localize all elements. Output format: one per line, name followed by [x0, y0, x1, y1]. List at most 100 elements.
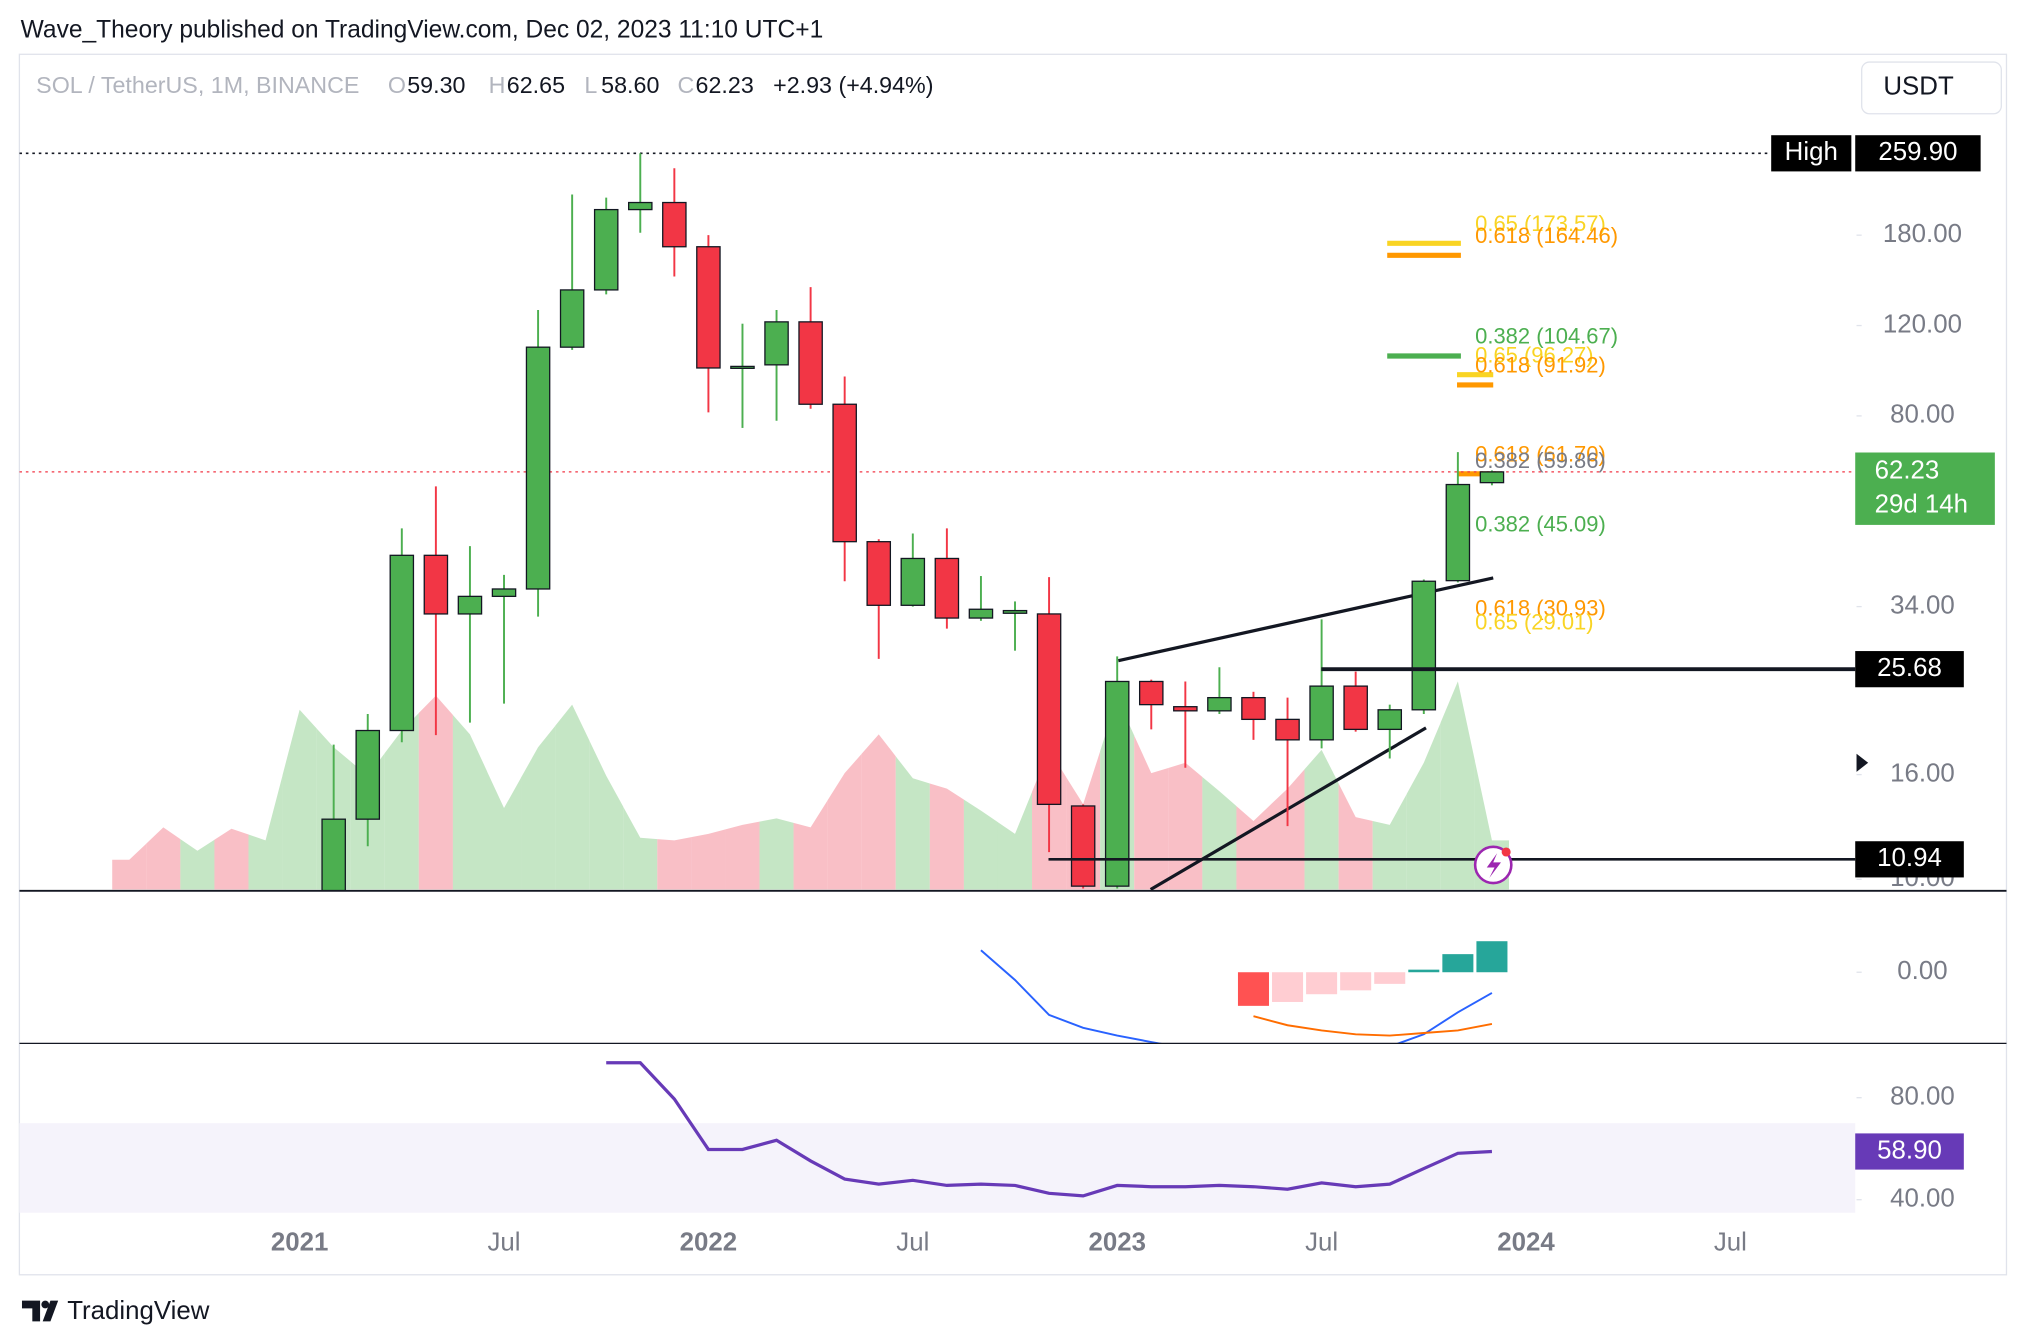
fib-label: 0.618 (30.93) — [1475, 595, 1606, 620]
volume-area — [555, 704, 590, 890]
trendline — [1117, 576, 1494, 663]
candle-body — [593, 208, 619, 291]
volume-area — [827, 753, 862, 890]
candle-body — [798, 321, 823, 405]
chart-frame — [18, 53, 2008, 1276]
legend-change: +2.93 (+4.94%) — [773, 72, 933, 98]
volume-area — [1338, 783, 1373, 890]
price-label: 25.68 — [1877, 654, 1942, 682]
fib-label: 0.382 (59.86) — [1475, 448, 1606, 473]
volume-area — [248, 775, 283, 890]
volume-area — [1236, 804, 1271, 890]
candle-body — [1343, 685, 1368, 731]
candle-body — [662, 201, 687, 248]
currency[interactable]: USDT — [1883, 73, 1954, 101]
candle-body — [1411, 580, 1437, 711]
candle-body — [1275, 718, 1300, 741]
fib-label: 0.65 (29.01) — [1475, 610, 1593, 635]
volume-area — [180, 839, 215, 890]
x-tick-label: 2024 — [1497, 1229, 1555, 1257]
candle-body — [491, 588, 517, 598]
rsi-label-box — [1855, 1133, 1964, 1170]
macd-histogram-bar — [1374, 972, 1406, 984]
symbol: SOL / TetherUS, 1M, BINANCE — [36, 72, 359, 98]
candle-body — [832, 403, 857, 543]
volume-area — [521, 725, 556, 890]
candle-body — [1104, 680, 1130, 887]
event-dot — [1501, 847, 1511, 857]
price-label: 259.90 — [1878, 138, 1957, 166]
volume-area — [691, 829, 726, 890]
legend: SOL / TetherUS, 1M, BINANCE O 59.30 H 62.65… — [36, 72, 933, 98]
legend-value: 62.23 — [696, 72, 754, 98]
volume-area — [112, 843, 147, 890]
volume-area — [282, 709, 317, 890]
price-label-box — [1855, 135, 1981, 172]
candle-body — [934, 557, 960, 619]
x-tick-label: Jul — [1305, 1229, 1338, 1257]
fib-label: 0.382 (104.67) — [1475, 324, 1618, 349]
byline: Wave_Theory published on TradingView.com… — [21, 17, 824, 44]
candle-body — [696, 246, 721, 369]
x-tick-label: Jul — [487, 1229, 520, 1257]
rsi-tick-label: 80.00 — [1890, 1083, 1955, 1111]
volume-area — [1372, 793, 1407, 890]
candle-body — [1138, 680, 1164, 706]
volume-area — [793, 800, 828, 890]
fib-label: 0.382 (45.09) — [1475, 511, 1606, 536]
candle-body — [423, 554, 449, 615]
rsi-band — [19, 1123, 1856, 1213]
x-tick-label: Jul — [896, 1229, 929, 1257]
candle-body — [866, 541, 892, 606]
macd-line — [980, 949, 1493, 1044]
rsi-background — [19, 1123, 1856, 1213]
last-price-box — [1855, 452, 1995, 525]
x-tick-label: Jul — [1714, 1229, 1747, 1257]
currency-button[interactable] — [1861, 61, 2002, 115]
volume-area — [1440, 681, 1475, 890]
candle-body — [764, 321, 789, 366]
fib-label: 0.618 (91.92) — [1475, 353, 1606, 378]
volume-area — [486, 771, 522, 890]
candle-body — [627, 201, 653, 211]
volume-area — [725, 821, 760, 890]
volume-area — [623, 806, 658, 890]
legend-key: L — [584, 72, 597, 98]
y-tick-label: 80.00 — [1890, 401, 1955, 429]
candle-body — [1036, 613, 1062, 806]
volume-area — [657, 837, 692, 890]
legend-value: 62.65 — [507, 72, 565, 98]
volume-area — [1304, 749, 1339, 890]
rsi-label: 58.90 — [1877, 1136, 1942, 1164]
volume-area — [1134, 735, 1169, 890]
candle-body — [1173, 706, 1198, 712]
candle-body — [1479, 471, 1505, 484]
countdown: 29d 14h — [1875, 490, 1968, 518]
candle-body — [355, 729, 381, 820]
x-tick-label: 2023 — [1088, 1229, 1145, 1257]
price-name: High — [1785, 138, 1838, 166]
legend-value: 59.30 — [407, 72, 465, 98]
last-price-label: 62.23 — [1875, 457, 1940, 485]
volume-area — [1202, 777, 1237, 890]
volume-area — [589, 740, 624, 890]
fib-label: 0.618 (164.46) — [1475, 223, 1618, 248]
macd-pane — [980, 941, 1508, 1044]
price-name-box — [1771, 135, 1852, 172]
event-icon-bolt — [1486, 853, 1501, 878]
fib-label: 0.65 (96.27) — [1475, 342, 1593, 367]
brand-logo-dot — [41, 1300, 50, 1309]
price-lines — [19, 152, 1856, 473]
legend-value: 58.60 — [601, 72, 659, 98]
x-tick-label: 2021 — [271, 1229, 328, 1257]
volume-area — [418, 695, 453, 890]
macd-histogram-bar — [1340, 972, 1372, 991]
fib-label: 0.65 (173.57) — [1475, 211, 1606, 236]
scroll-arrow[interactable] — [1856, 753, 1869, 772]
fib-levels: 0.65 (173.57)0.618 (164.46) 0.382 (104.67… — [1387, 211, 1618, 635]
legend-key: C — [677, 72, 694, 98]
candle-body — [1241, 696, 1266, 721]
volume-area — [1168, 762, 1203, 890]
price-pane: 0.65 (173.57)0.618 (164.46) 0.382 (104.67… — [19, 152, 1856, 891]
